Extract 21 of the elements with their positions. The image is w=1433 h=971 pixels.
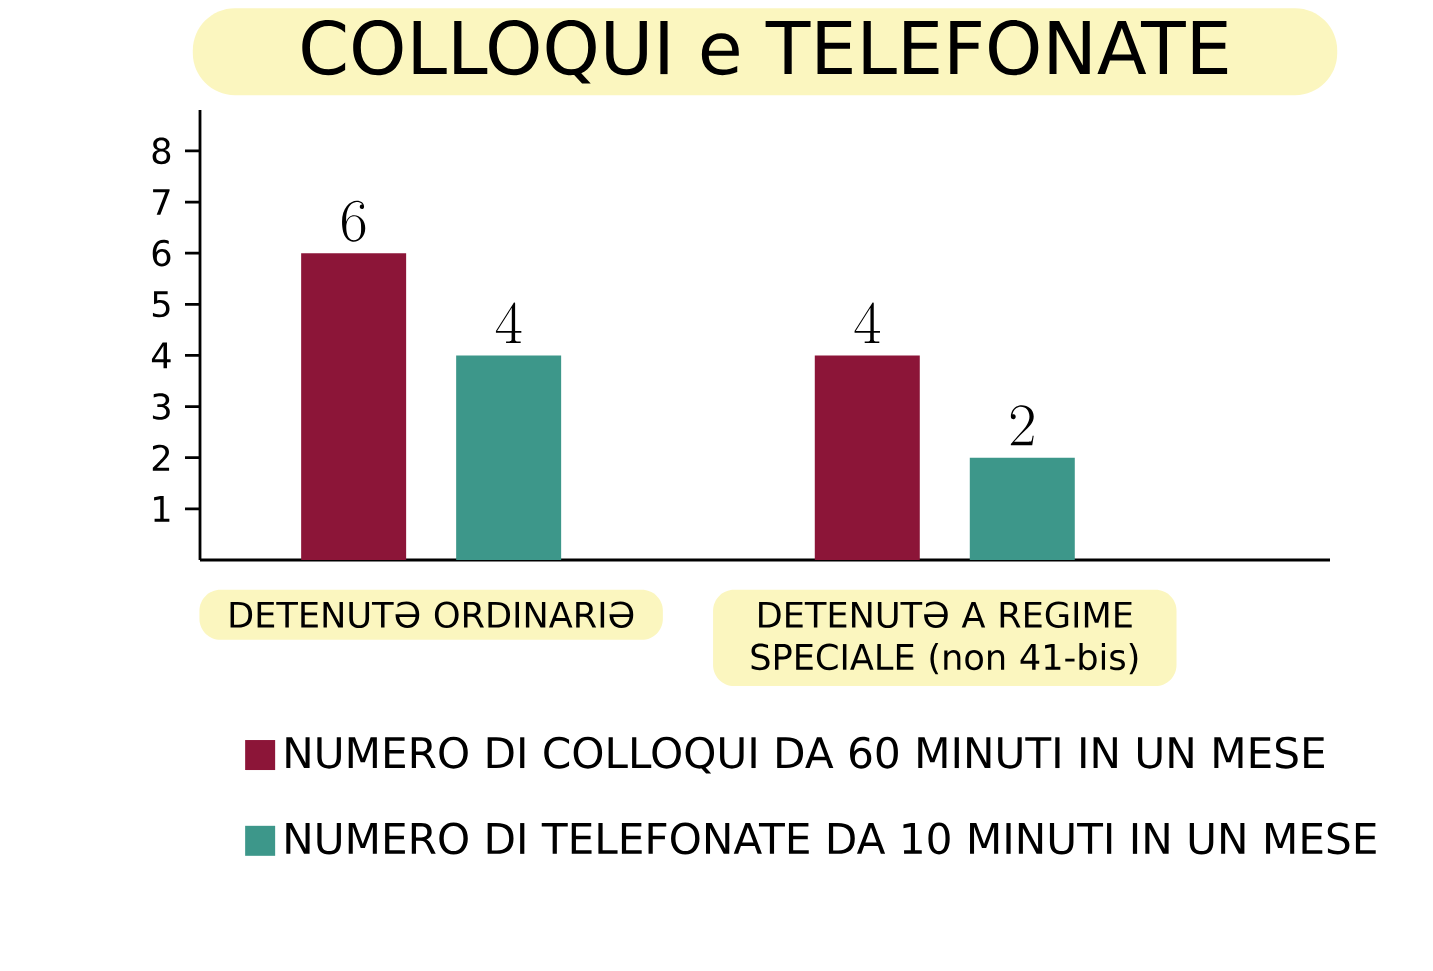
y-tick-label: 7	[153, 189, 170, 215]
bar	[814, 355, 920, 560]
chart-title: COLLOQUI e TELEFONATE	[302, 20, 1228, 84]
y-tick-label: 1	[154, 496, 170, 522]
y-tick-label: 8	[152, 137, 171, 165]
data-label: 4	[495, 302, 522, 344]
y-tick-label: 4	[151, 342, 171, 369]
bar	[456, 355, 562, 560]
bar	[301, 253, 407, 560]
y-tick-label: 3	[152, 393, 170, 420]
legend-label: NUMERO DI TELEFONATE DA 10 MINUTI IN UN MESE	[286, 822, 1376, 855]
x-tick-label: DETENUTƏ ORDINARIƏ	[230, 601, 634, 629]
data-label: 2	[1010, 405, 1034, 446]
data-label: 6	[342, 200, 366, 242]
bar	[969, 457, 1075, 560]
y-tick-label: 6	[152, 239, 171, 267]
data-label: 4	[854, 302, 880, 344]
y-tick-label: 5	[152, 291, 170, 318]
x-tick-label: DETENUTƏ A REGIME SPECIALE (non 41-bis)	[751, 601, 1138, 675]
legend-label: NUMERO DI COLLOQUI DA 60 MINUTI IN UN MESE	[286, 736, 1324, 774]
y-tick-label: 2	[152, 444, 170, 471]
